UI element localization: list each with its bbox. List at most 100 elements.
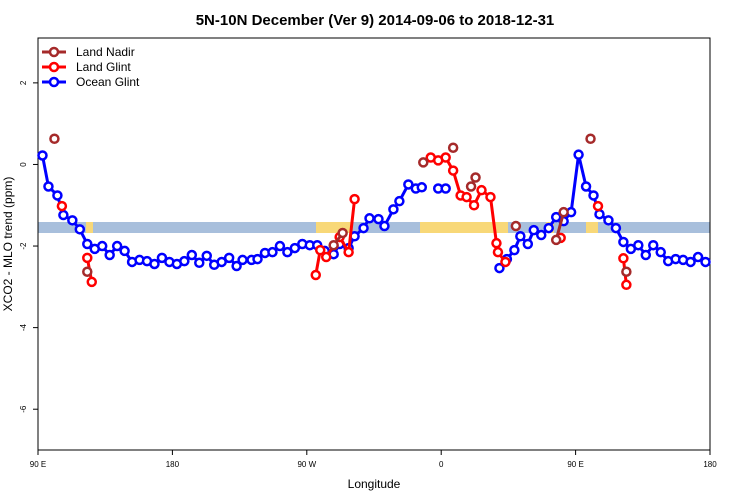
data-point: [536, 229, 547, 241]
data-point: [447, 165, 459, 176]
x-tick-label: 180: [703, 460, 717, 469]
data-point: [186, 249, 198, 261]
data-point: [621, 266, 632, 277]
y-tick-label: -4: [19, 324, 28, 332]
data-point: [465, 181, 477, 192]
data-point: [314, 244, 326, 256]
legend-marker: [48, 76, 60, 88]
land-patch: [420, 222, 508, 233]
data-point: [373, 213, 384, 225]
data-point: [96, 240, 108, 252]
x-tick-label: 0: [439, 460, 444, 469]
data-point: [418, 157, 429, 168]
data-point: [550, 234, 562, 246]
data-point: [267, 246, 278, 258]
data-point: [379, 220, 390, 232]
y-tick-label: 0: [19, 162, 28, 167]
land-patch: [86, 222, 93, 233]
y-axis-label: XCO2 - MLO trend (ppm): [1, 177, 15, 312]
data-point: [618, 253, 629, 264]
data-point: [509, 244, 520, 256]
data-point: [500, 256, 511, 268]
data-point: [610, 222, 622, 234]
data-point: [621, 279, 632, 291]
data-point: [82, 252, 93, 264]
data-point: [201, 250, 212, 262]
data-point: [470, 172, 481, 183]
data-point: [528, 224, 540, 236]
legend-label: Land Glint: [76, 60, 131, 74]
data-point: [364, 213, 375, 224]
data-point: [510, 220, 522, 232]
data-point: [394, 195, 405, 207]
data-point: [223, 252, 235, 264]
land-patch: [586, 222, 598, 233]
data-point: [104, 249, 115, 261]
data-point: [231, 260, 242, 272]
data-point: [700, 256, 711, 268]
x-axis-label: Longitude: [348, 477, 401, 491]
data-point: [640, 249, 652, 261]
data-point: [522, 238, 534, 250]
data-point: [618, 236, 629, 248]
data-point: [52, 190, 63, 201]
data-point: [585, 133, 596, 145]
ocean-strip: [38, 222, 710, 233]
data-point: [119, 245, 130, 257]
data-point: [179, 255, 190, 267]
series: [37, 149, 711, 274]
legend-label: Ocean Glint: [76, 75, 140, 89]
x-tick-label: 90 W: [297, 460, 316, 469]
data-point: [403, 179, 414, 190]
data-point: [43, 181, 54, 192]
data-point: [543, 222, 554, 234]
land-patch: [316, 222, 352, 233]
data-point: [216, 256, 227, 268]
data-point: [447, 142, 459, 153]
data-point: [461, 191, 472, 203]
data-point: [388, 204, 399, 215]
data-point: [349, 193, 360, 205]
data-point: [252, 253, 263, 265]
data-point: [82, 238, 93, 250]
data-point: [440, 152, 451, 163]
data-point: [603, 215, 614, 226]
data-point: [476, 184, 487, 196]
legend-label: Land Nadir: [76, 45, 135, 59]
data-point: [492, 246, 504, 258]
data-point: [282, 246, 293, 258]
data-point: [580, 181, 592, 192]
x-tick-label: 90 E: [567, 460, 583, 469]
data-point: [692, 251, 704, 263]
chart-title: 5N-10N December (Ver 9) 2014-09-06 to 20…: [196, 12, 555, 29]
data-point: [49, 133, 60, 145]
legend-marker: [48, 46, 60, 58]
data-point: [337, 227, 348, 239]
data-point: [588, 190, 599, 201]
data-point: [633, 239, 644, 251]
x-tick-label: 180: [166, 460, 180, 469]
data-point: [194, 257, 205, 269]
data-point: [67, 215, 78, 226]
data-point: [274, 240, 286, 252]
data-point: [343, 246, 354, 258]
x-tick-label: 90 E: [30, 460, 46, 469]
data-point: [468, 199, 480, 211]
series: [56, 152, 632, 291]
data-point: [58, 209, 69, 221]
data-point: [320, 251, 332, 263]
series-line: [41, 153, 707, 270]
data-point: [573, 149, 584, 160]
data-point: [86, 276, 98, 288]
data-point: [685, 256, 696, 268]
data-point: [550, 211, 562, 223]
data-point: [592, 200, 604, 212]
data-point: [111, 240, 123, 252]
data-point: [491, 237, 502, 249]
data-point: [156, 252, 168, 264]
data-point: [494, 262, 505, 274]
data-point: [416, 182, 428, 193]
